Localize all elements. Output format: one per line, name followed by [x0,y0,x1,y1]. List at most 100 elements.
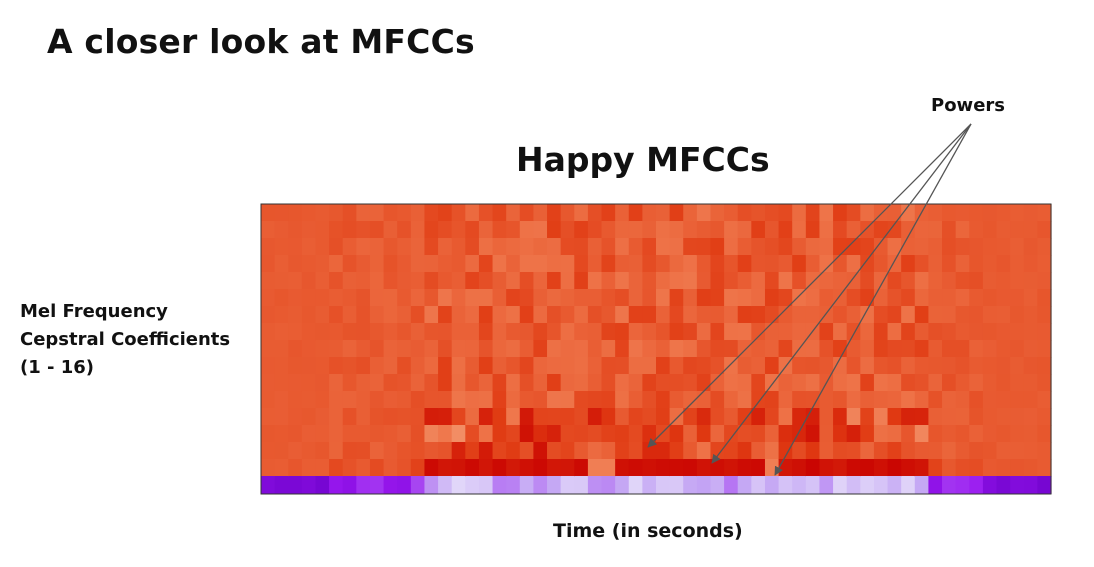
heatmap-cell [492,442,507,460]
heatmap-cell [478,357,494,375]
heatmap-cell [778,221,793,239]
heatmap-cell [410,442,426,460]
heatmap-cell [1037,255,1052,273]
heatmap-cell [547,459,562,477]
heatmap-cell [887,204,902,222]
heatmap-cell [587,459,603,477]
heatmap-cell [301,289,317,307]
heatmap-cell [928,408,943,426]
heatmap-cell [451,255,466,273]
heatmap-cell [329,323,344,341]
heatmap-cell [628,391,643,409]
heatmap-cell [696,306,712,324]
heatmap-cell [982,408,998,426]
heatmap-cell [819,425,834,443]
heatmap-cell [764,391,780,409]
heatmap-cell [873,459,889,477]
heatmap-cell [478,289,494,307]
heatmap-cell [860,340,875,358]
heatmap-cell [438,408,453,426]
heatmap-cell [833,238,848,256]
heatmap-cell [1023,357,1038,375]
heatmap-cell [737,442,752,460]
heatmap-cell [942,306,957,324]
heatmap-cell [805,289,821,307]
heatmap-cell [261,374,276,392]
heatmap-cell [410,425,426,443]
heatmap-cell [819,391,834,409]
heatmap-cell [315,408,330,426]
heatmap-cell [424,442,439,460]
power-cell [751,476,766,494]
heatmap-cell [397,323,412,341]
heatmap-cell [928,272,943,290]
heatmap-cell [683,374,698,392]
heatmap-cell [792,459,807,477]
heatmap-cell [410,204,426,222]
heatmap-cell [805,442,821,460]
heatmap-cell [778,374,793,392]
heatmap-cell [833,204,848,222]
heatmap-cell [778,255,793,273]
heatmap-cell [329,459,344,477]
heatmap-cell [873,306,889,324]
heatmap-cell [438,374,453,392]
heatmap-cell [942,323,957,341]
heatmap-cell [465,459,480,477]
heatmap-cell [601,459,616,477]
heatmap-cell [533,408,548,426]
heatmap-cell [1023,255,1038,273]
heatmap-cell [846,306,861,324]
heatmap-cell [846,221,861,239]
heatmap-cell [506,357,521,375]
heatmap-cell [615,391,630,409]
heatmap-cell [274,255,289,273]
heatmap-cell [833,425,848,443]
heatmap-cell [792,323,807,341]
heatmap-cell [465,238,480,256]
heatmap-cell [628,374,643,392]
heatmap-cell [519,459,535,477]
heatmap-cell [860,289,875,307]
heatmap-cell [819,289,834,307]
power-cell [261,476,276,494]
heatmap-cell [764,459,780,477]
heatmap-cell [574,408,589,426]
heatmap-cell [615,374,630,392]
power-cell [587,476,603,494]
heatmap-cell [969,340,984,358]
heatmap-cell [873,408,889,426]
heatmap-cell [969,306,984,324]
heatmap-cell [438,255,453,273]
heatmap-cell [424,408,439,426]
heatmap-cell [519,391,535,409]
heatmap-cell [969,408,984,426]
heatmap-cell [696,357,712,375]
heatmap-cell [301,374,317,392]
heatmap-cell [833,374,848,392]
heatmap-cell [547,272,562,290]
heatmap-cell [996,289,1011,307]
heatmap-cell [301,442,317,460]
heatmap-cell [996,357,1011,375]
heatmap-cell [737,357,752,375]
heatmap-cell [383,374,398,392]
heatmap-cell [356,459,371,477]
heatmap-cell [669,255,684,273]
heatmap-cell [669,340,684,358]
heatmap-cell [329,391,344,409]
heatmap-cell [982,204,998,222]
heatmap-cell [424,425,439,443]
heatmap-cell [615,459,630,477]
heatmap-cell [737,221,752,239]
heatmap-cell [438,442,453,460]
heatmap-cell [342,306,357,324]
heatmap-cell [737,204,752,222]
heatmap-cell [615,255,630,273]
heatmap-cell [315,289,330,307]
heatmap-cell [628,425,643,443]
heatmap-cell [819,238,834,256]
heatmap-cell [301,459,317,477]
heatmap-cell [669,272,684,290]
power-cell [819,476,834,494]
